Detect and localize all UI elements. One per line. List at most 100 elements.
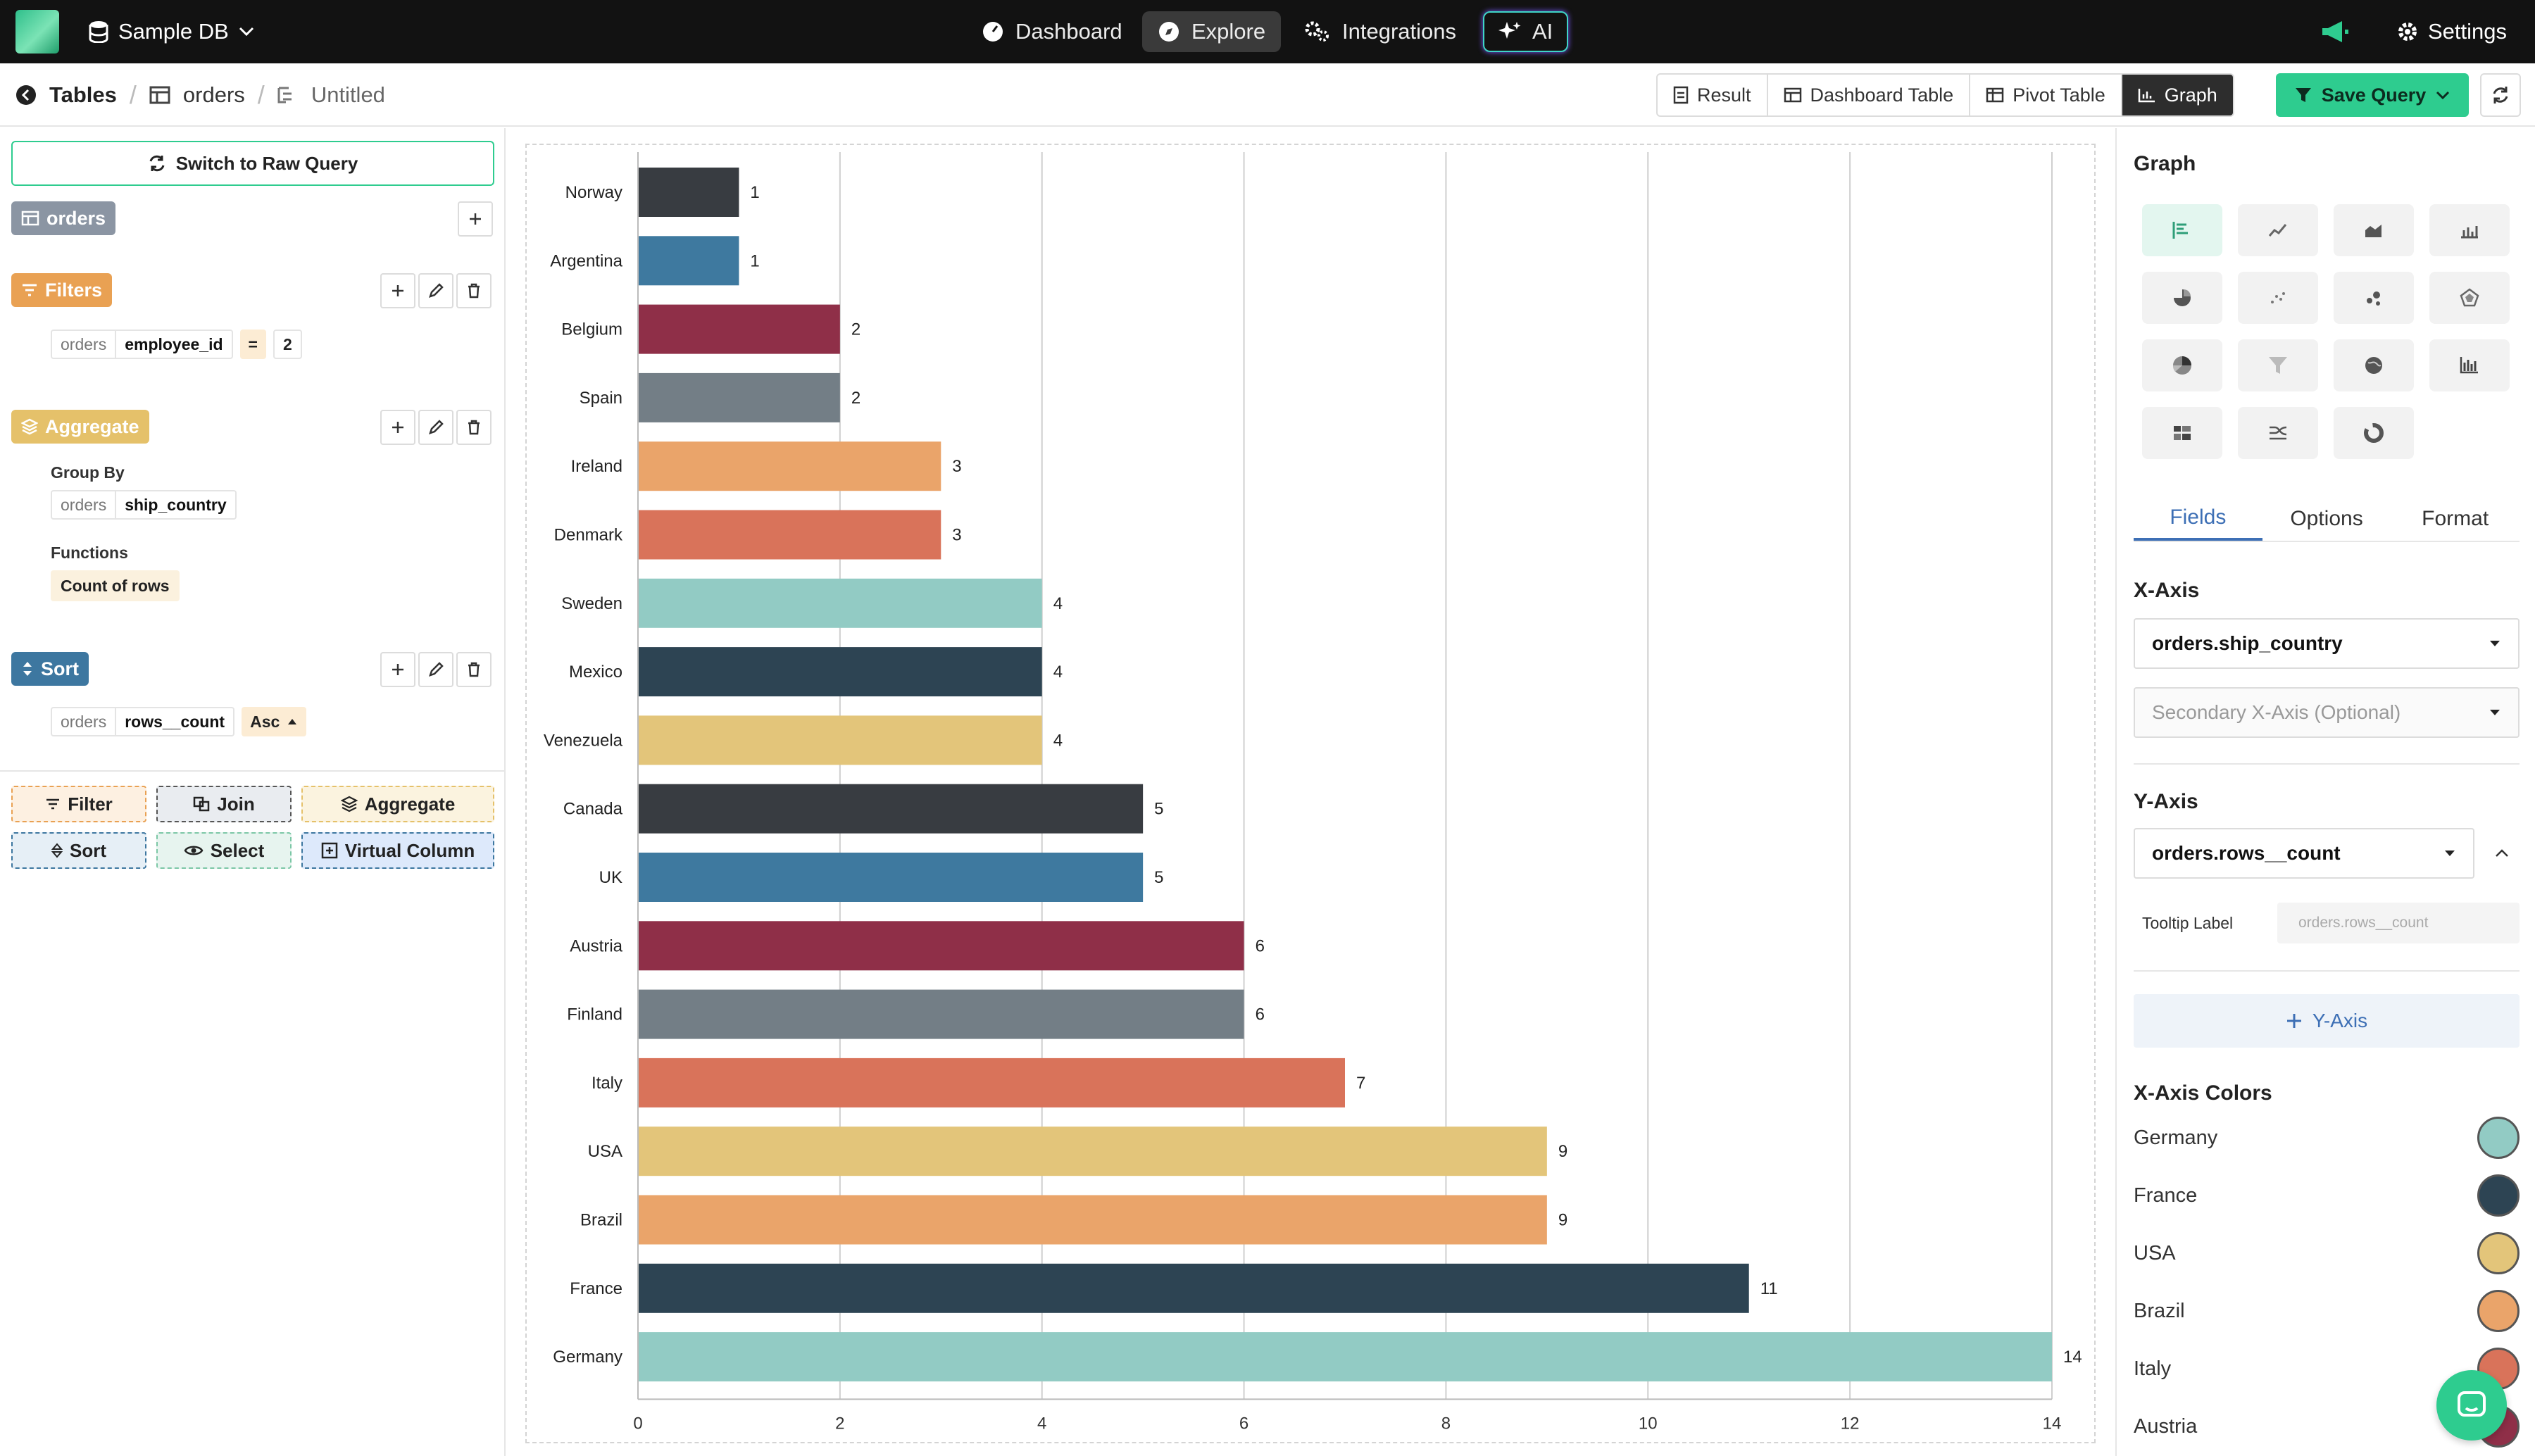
add-sort-step-button[interactable]: Sort <box>11 832 146 869</box>
aggregate-section-tag[interactable]: Aggregate <box>11 410 149 444</box>
secondary-x-axis-placeholder: Secondary X-Axis (Optional) <box>2152 701 2401 723</box>
color-row: Germany <box>2134 1115 2520 1160</box>
collapse-y-axis-button[interactable] <box>2484 828 2520 879</box>
tab-graph[interactable]: Graph <box>2122 75 2233 115</box>
scatter-icon <box>2271 292 2285 303</box>
tab-result[interactable]: Result <box>1658 75 1768 115</box>
add-filter-step-button[interactable]: Filter <box>11 786 146 822</box>
table-grid-icon <box>2174 426 2191 440</box>
filter-column-chip[interactable]: orders employee_id <box>51 330 233 359</box>
group-by-condition[interactable]: orders ship_country <box>51 490 237 520</box>
nav-explore[interactable]: Explore <box>1142 11 1282 52</box>
chart-type-scatter[interactable] <box>2238 272 2318 324</box>
chart-type-globe-map[interactable] <box>2334 339 2414 391</box>
refresh-button[interactable] <box>2480 73 2521 117</box>
trash-icon <box>468 420 480 435</box>
bar <box>639 647 1042 697</box>
sort-column-chip[interactable]: orders rows__count <box>51 707 235 736</box>
sort-direction-toggle[interactable]: Asc <box>242 707 307 736</box>
back-arrow-icon[interactable] <box>15 84 37 106</box>
chart-type-bubble[interactable] <box>2334 272 2414 324</box>
chart-type-horizontal-bar[interactable] <box>2142 204 2222 256</box>
filter-table-name: orders <box>52 331 117 358</box>
add-sort-button[interactable] <box>380 652 415 687</box>
chart-type-donut[interactable] <box>2334 407 2414 459</box>
result-doc-icon <box>1673 86 1689 104</box>
save-query-button[interactable]: Save Query <box>2276 73 2469 117</box>
y-axis-value: orders.rows__count <box>2152 842 2341 864</box>
chat-support-button[interactable] <box>2436 1370 2507 1441</box>
color-swatch[interactable] <box>2477 1174 2520 1217</box>
filter-condition[interactable]: orders employee_id = 2 <box>51 330 302 359</box>
filters-section-tag[interactable]: Filters <box>11 273 113 307</box>
nav-integrations[interactable]: Integrations <box>1289 11 1472 52</box>
function-chip[interactable]: Count of rows <box>51 570 180 601</box>
y-axis-select[interactable]: orders.rows__count <box>2134 828 2474 879</box>
edit-aggregate-button[interactable] <box>418 410 453 445</box>
color-swatch[interactable] <box>2477 1117 2520 1159</box>
chart-type-sankey[interactable] <box>2238 407 2318 459</box>
nav-dashboard[interactable]: Dashboard <box>966 11 1138 52</box>
sort-section-tag[interactable]: Sort <box>11 652 89 686</box>
tab-format[interactable]: Format <box>2422 507 2489 530</box>
switch-raw-query-button[interactable]: Switch to Raw Query <box>11 141 494 186</box>
nav-ai[interactable]: AI <box>1483 11 1569 52</box>
chart-type-funnel[interactable] <box>2238 339 2318 391</box>
secondary-x-axis-select[interactable]: Secondary X-Axis (Optional) <box>2134 687 2520 738</box>
database-icon <box>89 21 108 43</box>
add-y-axis-button[interactable]: Y-Axis <box>2134 994 2520 1048</box>
chart-type-area-chart[interactable] <box>2334 204 2414 256</box>
plus-icon <box>392 285 403 296</box>
filter-value[interactable]: 2 <box>273 330 302 359</box>
delete-sort-button[interactable] <box>456 652 492 687</box>
source-table-tag[interactable]: orders <box>11 201 116 235</box>
chart-type-radar[interactable] <box>2429 272 2510 324</box>
chart-type-pie-chart[interactable] <box>2142 272 2222 324</box>
chart-type-line-chart[interactable] <box>2238 204 2318 256</box>
add-aggregate-step-button[interactable]: Aggregate <box>301 786 494 822</box>
database-selector[interactable]: Sample DB <box>89 0 254 63</box>
breadcrumb-orders[interactable]: orders <box>182 82 245 107</box>
tooltip-label-input[interactable]: orders.rows__count <box>2277 903 2520 943</box>
add-source-button[interactable] <box>458 201 493 237</box>
edit-sort-button[interactable] <box>418 652 453 687</box>
plus-icon <box>392 422 403 433</box>
breadcrumb-query-name[interactable]: Untitled <box>311 82 385 107</box>
color-swatch[interactable] <box>2477 1232 2520 1274</box>
add-filter-button[interactable] <box>380 273 415 308</box>
tab-pivot-table[interactable]: Pivot Table <box>1970 75 2122 115</box>
filter-operator[interactable]: = <box>239 330 266 359</box>
chart-type-table-grid[interactable] <box>2142 407 2222 459</box>
category-label: Argentina <box>550 251 622 270</box>
edit-filter-button[interactable] <box>418 273 453 308</box>
chart-type-bar-line[interactable] <box>2429 204 2510 256</box>
add-select-step-button[interactable]: Select <box>156 832 292 869</box>
settings-menu[interactable]: Settings <box>2397 0 2507 63</box>
sparkle-icon <box>1498 22 1521 39</box>
tab-options[interactable]: Options <box>2290 507 2363 530</box>
compass-icon <box>1159 22 1179 42</box>
delete-aggregate-button[interactable] <box>456 410 492 445</box>
x-tick-label: 14 <box>2043 1414 2062 1433</box>
group-by-label: Group By <box>51 463 125 482</box>
breadcrumb-tables[interactable]: Tables <box>49 82 117 107</box>
add-aggregate-button[interactable] <box>380 410 415 445</box>
line-chart-icon <box>2268 224 2287 237</box>
chart-type-pie-3d[interactable] <box>2142 339 2222 391</box>
add-virtual-column-button[interactable]: Virtual Column <box>301 832 494 869</box>
app-logo[interactable] <box>15 10 59 54</box>
group-by-chip[interactable]: orders ship_country <box>51 490 237 520</box>
source-table-label: orders <box>46 207 106 229</box>
add-join-step-button[interactable]: Join <box>156 786 292 822</box>
color-swatch[interactable] <box>2477 1290 2520 1332</box>
chart-type-histogram[interactable] <box>2429 339 2510 391</box>
add-join-step-label: Join <box>217 793 255 815</box>
data-label: 1 <box>750 183 759 202</box>
megaphone-icon[interactable] <box>2321 20 2349 44</box>
tab-fields[interactable]: Fields <box>2134 497 2262 541</box>
sort-condition[interactable]: orders rows__count Asc <box>51 707 307 736</box>
delete-filter-button[interactable] <box>456 273 492 308</box>
x-axis-select[interactable]: orders.ship_country <box>2134 618 2520 669</box>
x-tick-label: 12 <box>1841 1414 1860 1433</box>
tab-dashboard-table[interactable]: Dashboard Table <box>1768 75 1971 115</box>
